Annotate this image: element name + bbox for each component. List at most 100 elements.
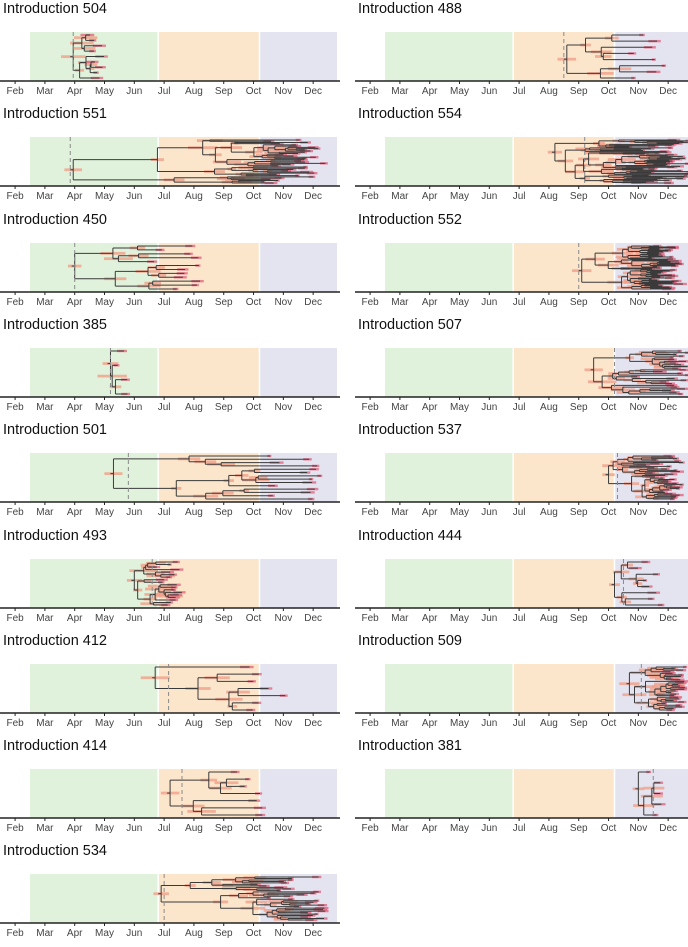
period-band [513,769,615,819]
x-tick-label: Oct [601,402,617,413]
chart-panel: Introduction 554 Feb Mar Apr May Jun Jul Aug Sep… [355,105,688,210]
period-band [614,769,688,819]
x-tick-label: Apr [67,613,83,624]
period-band [259,32,337,81]
x-tick-label: Oct [246,823,262,834]
period-band [30,663,159,713]
tree-plot: Feb Mar Apr May Jun Jul Aug Sep Oct Nov Dec [355,347,688,413]
x-tick-label: Dec [659,718,677,729]
x-tick-label: Apr [67,297,83,308]
x-tick-label: Nov [629,86,647,97]
tree-plot: Feb Mar Apr May Jun Jul Aug Sep Oct Nov Dec [0,32,340,97]
x-tick-label: Jun [126,402,142,413]
branch-layer [110,455,321,500]
x-tick-label: Nov [629,191,647,202]
branch-layer [131,561,182,605]
x-tick-label: Feb [361,613,379,624]
x-tick-label: Apr [67,718,83,729]
x-tick-label: Aug [185,402,203,413]
x-tick-label: Mar [36,507,54,518]
x-tick-label: Aug [185,297,203,308]
x-tick-label: Jul [158,718,171,729]
x-tick-label: Mar [391,613,409,624]
x-tick-label: Nov [629,507,647,518]
x-tick-label: Dec [659,823,677,834]
period-band [614,32,688,81]
x-tick-label: Dec [304,823,322,834]
x-tick-label: Aug [540,402,558,413]
panel-title: Introduction 537 [358,422,462,439]
x-tick-label: Mar [36,823,54,834]
period-band [30,769,159,819]
tree-plot: Feb Mar Apr May Jun Jul Aug Sep Oct Nov Dec [0,663,340,729]
x-tick-label: May [450,823,469,834]
x-tick-label: Aug [540,297,558,308]
x-tick-label: Feb [6,823,24,834]
branch-layer [71,245,201,290]
x-tick-label: Sep [215,613,233,624]
x-tick-label: Jul [513,718,526,729]
period-band [513,663,615,713]
x-tick-label: Nov [629,613,647,624]
x-tick-label: Mar [36,613,54,624]
x-tick-label: Aug [540,191,558,202]
x-tick-label: May [450,297,469,308]
x-tick-label: May [95,402,114,413]
period-band [385,558,514,608]
x-tick-label: Nov [274,402,292,413]
x-tick-label: Jun [126,823,142,834]
x-tick-label: Nov [274,297,292,308]
x-tick-label: Jun [126,928,142,939]
x-tick-label: Nov [274,823,292,834]
period-band [259,663,337,713]
x-tick-label: Feb [6,191,24,202]
x-tick-label: Feb [361,86,379,97]
panel-title: Introduction 534 [3,843,107,860]
x-tick-label: Oct [601,613,617,624]
x-tick-label: Jul [158,507,171,518]
x-tick-label: Aug [540,613,558,624]
x-tick-label: Jun [481,402,497,413]
x-tick-label: Feb [361,507,379,518]
tree-plot: Feb Mar Apr May Jun Jul Aug Sep Oct Nov Dec [0,347,340,413]
x-tick-label: Feb [6,402,24,413]
period-band [259,347,337,397]
branch-layer [158,876,326,921]
panel-title: Introduction 414 [3,738,107,755]
x-tick-label: May [95,297,114,308]
chart-panel: Introduction 493 Feb Mar Apr May Jun Jul Aug Sep… [0,527,340,632]
x-tick-label: Aug [185,928,203,939]
x-tick-label: Jul [158,928,171,939]
x-tick-label: Feb [6,718,24,729]
tree-plot: Feb Mar Apr May Jun Jul Aug Sep Oct Nov Dec [355,663,688,729]
x-tick-label: May [450,507,469,518]
x-tick-label: Aug [540,718,558,729]
x-tick-label: Aug [185,191,203,202]
x-tick-label: Dec [659,191,677,202]
period-band [30,137,159,187]
x-tick-label: Jun [481,613,497,624]
x-tick-label: Dec [304,613,322,624]
x-tick-label: Apr [422,297,438,308]
period-band [385,769,514,819]
chart-panel: Introduction 551 Feb Mar Apr May Jun Jul Aug Sep… [0,105,340,210]
x-tick-label: Feb [6,86,24,97]
branch-layer [551,139,688,184]
x-tick-label: Sep [215,402,233,413]
x-tick-label: Apr [67,86,83,97]
branch-layer [167,771,263,816]
period-band [158,453,260,503]
period-band [158,32,260,81]
period-band [385,453,514,503]
x-tick-label: Apr [67,507,83,518]
x-tick-label: Jun [481,718,497,729]
x-tick-label: Sep [570,823,588,834]
period-band [513,558,615,608]
tree-plot: Feb Mar Apr May Jun Jul Aug Sep Oct Nov Dec [0,137,340,202]
x-tick-label: Jul [158,297,171,308]
panel-title: Introduction 504 [3,1,107,17]
x-tick-label: Sep [215,718,233,729]
x-tick-label: Feb [6,613,24,624]
panel-title: Introduction 381 [358,738,462,755]
x-tick-label: Nov [274,718,292,729]
